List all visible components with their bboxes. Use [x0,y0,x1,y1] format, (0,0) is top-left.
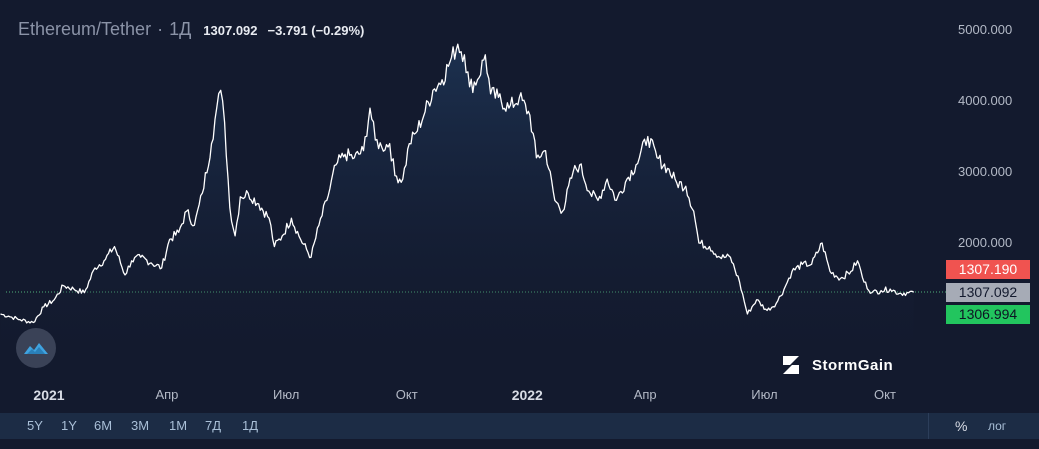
y-tick-label: 5000.000 [958,22,1013,37]
x-tick-label: Апр [155,387,179,402]
low-price-tag: 1306.994 [946,305,1030,324]
range-3m-button[interactable]: 3M [131,418,150,433]
range-1d-button[interactable]: 1Д [242,418,259,433]
interval-label: 1Д [169,19,192,39]
y-tick-label: 3000.000 [958,164,1013,179]
x-tick-label: Апр [633,387,657,402]
toolbar-divider [928,413,929,439]
x-tick-label: 2021 [33,387,65,403]
y-tick-label: 4000.000 [958,93,1013,108]
stormgain-watermark: StormGain [780,354,893,376]
range-1m-button[interactable]: 1M [169,418,188,433]
y-tick-label: 2000.000 [958,235,1013,250]
range-1y-button[interactable]: 1Y [61,418,77,433]
range-toolbar: 5Y 1Y 6M 3M 1M 7Д 1Д % лог [0,413,1039,439]
range-6m-button[interactable]: 6M [94,418,113,433]
range-5y-button[interactable]: 5Y [27,418,43,433]
exchange-logo-icon[interactable] [16,328,56,368]
price-change: −3.791 (−0.29%) [267,23,365,38]
last-price: 1307.092 [203,23,258,38]
x-tick-label: Окт [395,387,418,402]
price-line [0,43,915,324]
range-7d-button[interactable]: 7Д [205,418,222,433]
price-area-fill [0,44,914,383]
log-scale-button[interactable]: лог [988,419,1007,433]
stormgain-logo-icon [783,356,799,374]
x-tick-label: Окт [874,387,896,402]
symbol-name: Ethereum/Tether [18,19,152,39]
last-price-tag: 1307.092 [946,283,1030,302]
high-price-tag: 1307.190 [946,260,1030,279]
percent-scale-button[interactable]: % [955,418,968,434]
x-tick-label: Июл [751,387,778,402]
watermark-brand: StormGain [812,356,894,374]
price-series [0,43,915,383]
x-tick-label: Июл [272,387,300,402]
x-tick-label: 2022 [511,387,543,403]
symbol-header: Ethereum/Tether · 1Д 1307.092 −3.791 (−0… [18,19,364,40]
title-separator: · [157,19,164,39]
